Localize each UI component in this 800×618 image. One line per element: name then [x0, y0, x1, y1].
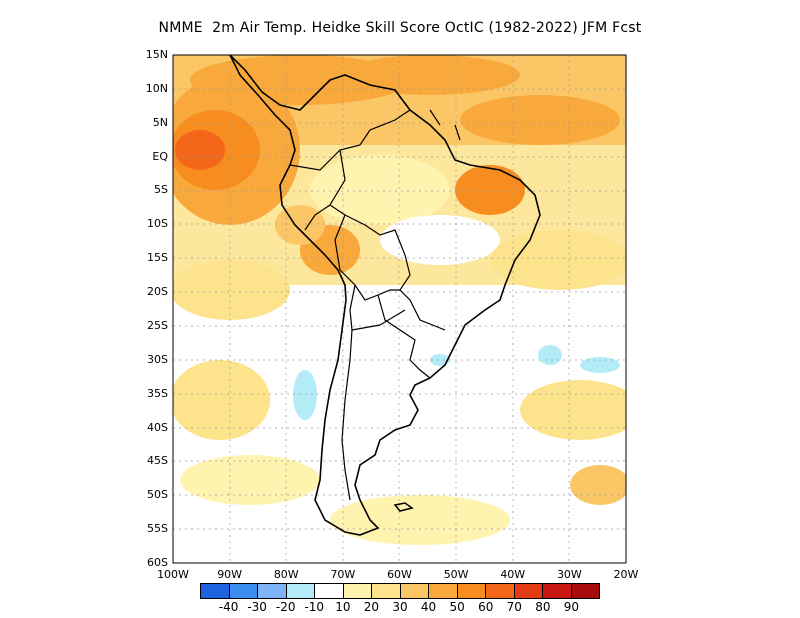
lat-tick-label: 35S	[147, 386, 168, 400]
colorbar-swatch	[343, 584, 372, 598]
colorbar-label: -30	[247, 600, 267, 614]
lon-tick-label: 50W	[443, 568, 469, 581]
colorbar-swatch	[543, 584, 572, 598]
colorbar-swatch	[258, 584, 287, 598]
coastline	[229, 55, 541, 536]
falkland-islands	[393, 502, 414, 512]
map-frame	[172, 54, 627, 564]
colorbar-swatch	[457, 584, 486, 598]
lat-tick-label: 30S	[147, 352, 168, 366]
colorbar-swatch	[201, 584, 230, 598]
colorbar-label: 30	[392, 600, 408, 614]
map-title: NMME 2m Air Temp. Heidke Skill Score Oct…	[158, 20, 642, 36]
colorbar-swatch	[429, 584, 458, 598]
lon-tick-label: 90W	[217, 568, 243, 581]
colorbar-swatch	[286, 584, 315, 598]
lon-tick-label: 100W	[157, 568, 189, 581]
colorbar-label: -20	[275, 600, 296, 614]
lat-tick-label: 10S	[147, 217, 168, 231]
colorbar-label: -10	[304, 600, 325, 614]
colorbar-label: 90	[563, 600, 580, 614]
lat-tick-label: EQ	[152, 149, 168, 163]
lon-tick-label: 40W	[500, 568, 526, 581]
colorbar-swatch	[372, 584, 401, 598]
colorbar-swatch	[514, 584, 543, 598]
lat-tick-label: 20S	[147, 285, 168, 299]
colorbar-label: 50	[449, 600, 465, 614]
colorbar-label: 60	[478, 600, 494, 614]
skill-field	[173, 55, 626, 563]
lat-tick-label: 5S	[154, 183, 168, 197]
colorbar	[200, 583, 600, 599]
colorbar-swatch	[400, 584, 429, 598]
lat-tick-label: 40S	[147, 420, 168, 434]
colorbar-swatch	[315, 584, 344, 598]
lon-tick-label: 60W	[387, 568, 412, 581]
lat-tick-label: 45S	[147, 454, 168, 468]
lat-tick-label: 55S	[147, 522, 168, 536]
lon-tick-label: 70W	[330, 568, 356, 581]
colorbar-label: -40	[218, 600, 239, 614]
colorbar-label: 80	[535, 600, 551, 614]
lon-tick-label: 80W	[273, 568, 299, 581]
colorbar-label: 10	[335, 600, 351, 614]
colorbar-swatch	[571, 584, 599, 598]
lat-tick-label: 5N	[152, 115, 168, 129]
colorbar-swatch	[486, 584, 515, 598]
lat-tick-label: 15S	[147, 251, 168, 265]
country-borders	[289, 109, 461, 501]
graticule	[173, 55, 626, 563]
lat-tick-label: 25S	[147, 318, 168, 332]
colorbar-swatch	[229, 584, 258, 598]
lat-tick-label: 50S	[147, 488, 168, 502]
colorbar-label: 40	[420, 600, 437, 614]
lat-tick-label: 15N	[145, 48, 168, 61]
lat-tick-label: 60S	[147, 556, 168, 569]
colorbar-label: 70	[506, 600, 522, 614]
lon-tick-label: 20W	[613, 568, 639, 581]
colorbar-label: 20	[363, 600, 380, 614]
lat-tick-label: 10N	[145, 81, 168, 95]
lon-tick-label: 30W	[556, 568, 582, 581]
